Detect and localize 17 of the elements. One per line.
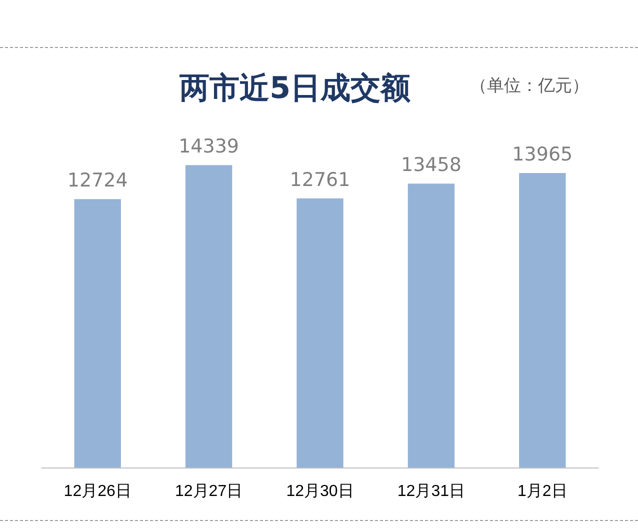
bar xyxy=(519,172,566,468)
text: （单位：亿元） xyxy=(470,75,589,97)
x-tick-label: 1月2日 xyxy=(518,482,568,500)
chart-title: 两市近5日成交额 xyxy=(180,71,410,106)
x-tick-label: 12月27日 xyxy=(175,482,243,500)
data-label: 14339 xyxy=(178,136,240,158)
x-tick-label: 12月26日 xyxy=(64,482,132,500)
data-label: 13458 xyxy=(400,154,462,176)
data-label: 12724 xyxy=(67,170,128,192)
bar xyxy=(408,184,455,468)
bar xyxy=(74,199,121,468)
data-label: 13965 xyxy=(512,143,573,166)
data-label: 12761 xyxy=(290,168,350,191)
x-tick-label: 12月31日 xyxy=(397,482,465,500)
x-tick-label: 12月30日 xyxy=(286,482,354,500)
bar xyxy=(296,198,344,468)
bar xyxy=(185,165,232,468)
